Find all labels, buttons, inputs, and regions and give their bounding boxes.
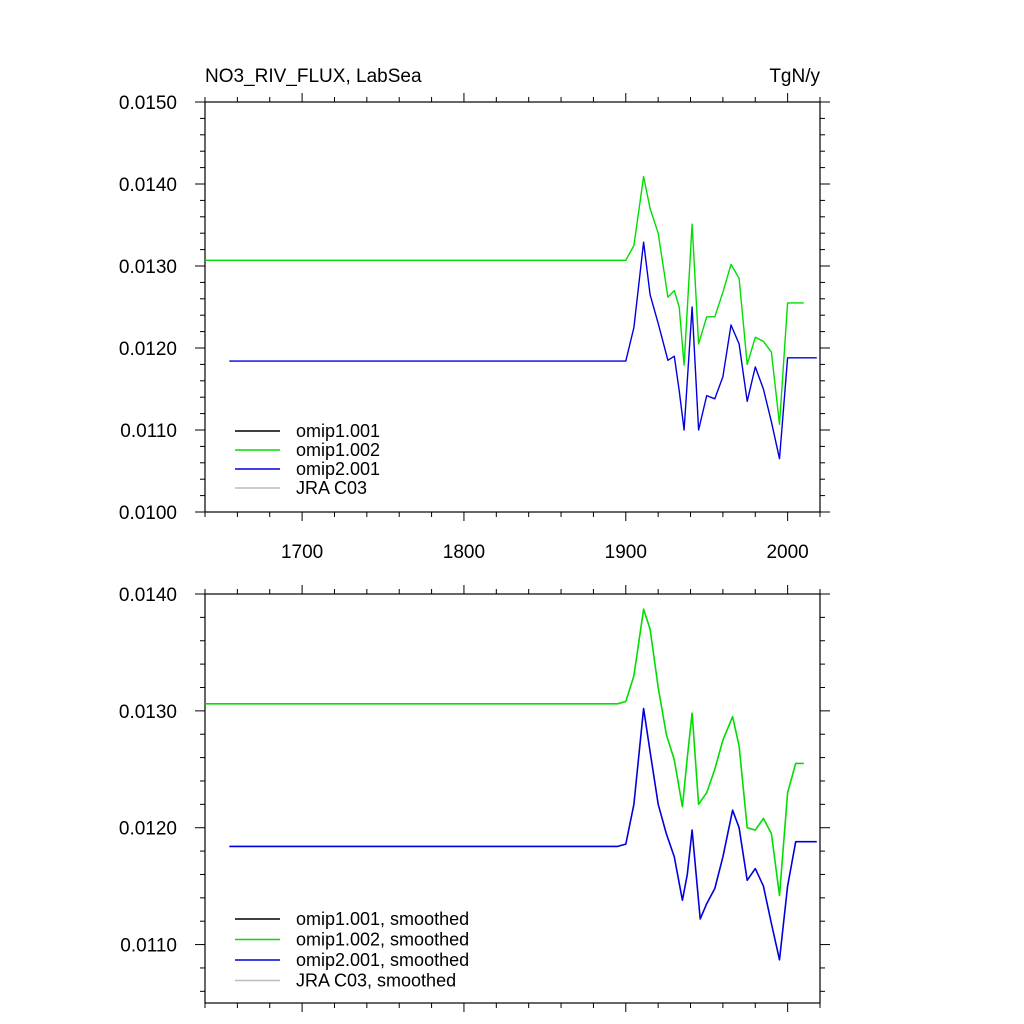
x-tick-label: 1800 bbox=[443, 542, 485, 563]
series-line bbox=[229, 241, 817, 460]
y-tick-label: 0.0130 bbox=[119, 702, 177, 723]
y-tick-label: 0.0140 bbox=[119, 175, 177, 196]
legend-label: JRA C03, smoothed bbox=[296, 971, 456, 991]
panel-bottom: 0.0110 0.0120 0.0130 0.0140 omip1.001, smoot… bbox=[119, 585, 830, 1012]
y-tick-label: 0.0100 bbox=[119, 503, 177, 524]
x-tick-label: 1700 bbox=[281, 542, 323, 563]
y-tick-label: 0.0130 bbox=[119, 257, 177, 278]
y-tick-label: 0.0140 bbox=[119, 585, 177, 606]
series-line bbox=[205, 608, 804, 897]
plot-frame bbox=[204, 593, 821, 1004]
y-tick-label: 0.0110 bbox=[120, 936, 177, 957]
legend-label: omip2.001, smoothed bbox=[296, 950, 469, 970]
legend-label: omip1.002 bbox=[296, 440, 380, 460]
chart-title: NO3_RIV_FLUX, LabSea bbox=[205, 66, 422, 87]
y-tick-label: 0.0110 bbox=[120, 421, 177, 442]
legend-label: JRA C03 bbox=[296, 478, 367, 498]
legend-label: omip1.002, smoothed bbox=[296, 930, 469, 950]
x-tick-label: 1900 bbox=[605, 542, 647, 563]
y-tick-label: 0.0120 bbox=[119, 339, 177, 360]
legend-label: omip1.001 bbox=[296, 421, 380, 441]
panel-top: 1700 1800 1900 2000 0.0100 0.0110 0.0120 0.0130… bbox=[119, 93, 830, 563]
y-tick-label: 0.0120 bbox=[119, 819, 177, 840]
plot-frame bbox=[204, 101, 821, 513]
legend-label: omip2.001 bbox=[296, 459, 380, 479]
units-label: TgN/y bbox=[769, 66, 820, 87]
series-line bbox=[229, 707, 817, 961]
series-line bbox=[205, 175, 804, 425]
legend-label: omip1.001, smoothed bbox=[296, 909, 469, 929]
x-tick-label: 2000 bbox=[766, 542, 808, 563]
y-tick-label: 0.0150 bbox=[119, 93, 177, 114]
